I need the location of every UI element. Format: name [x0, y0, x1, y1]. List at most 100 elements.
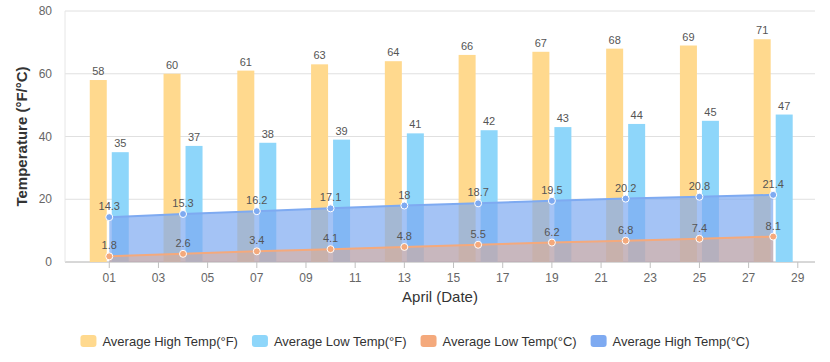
chart: 020406080010305070911131517192123252729A…	[0, 0, 830, 362]
area	[109, 195, 773, 262]
data-label: 44	[631, 109, 643, 121]
marker	[401, 202, 408, 209]
x-tick	[355, 262, 356, 268]
data-label: 16.2	[246, 194, 267, 206]
data-label: 18.7	[467, 186, 488, 198]
legend-item: Average Low Temp(°C)	[421, 334, 577, 349]
data-label: 37	[188, 131, 200, 143]
data-label: 18	[398, 189, 410, 201]
data-label: 63	[313, 49, 325, 61]
x-axis-title: April (Date)	[402, 288, 478, 305]
bar	[90, 80, 107, 262]
legend-item: Average High Temp(°C)	[591, 334, 750, 349]
data-label: 35	[114, 137, 126, 149]
data-label: 3.4	[249, 234, 264, 246]
data-label: 58	[92, 65, 104, 77]
x-tick	[158, 262, 159, 268]
x-tick-label: 09	[299, 271, 313, 285]
y-axis-title: Temperature (°F/°C)	[13, 66, 30, 206]
x-tick-label: 05	[201, 271, 215, 285]
legend: Average High Temp(°F) Average Low Temp(°F…	[80, 334, 749, 349]
marker	[180, 250, 187, 257]
x-tick	[502, 262, 503, 268]
x-tick-label: 27	[742, 271, 756, 285]
marker	[548, 239, 555, 246]
x-tick	[453, 262, 454, 268]
area	[109, 237, 773, 262]
x-tick	[207, 262, 208, 268]
marker	[622, 237, 629, 244]
marker	[106, 253, 113, 260]
x-tick-label: 19	[545, 271, 559, 285]
legend-swatch	[421, 335, 437, 347]
marker	[770, 191, 777, 198]
data-label: 20.8	[689, 180, 710, 192]
legend-item: Average High Temp(°F)	[80, 334, 238, 349]
x-tick	[601, 262, 602, 268]
data-label: 7.4	[692, 222, 707, 234]
data-label: 6.8	[618, 224, 633, 236]
legend-swatch	[80, 335, 96, 347]
data-label: 39	[335, 125, 347, 137]
data-label: 5.5	[470, 228, 485, 240]
x-tick-label: 25	[693, 271, 707, 285]
data-label: 66	[461, 40, 473, 52]
x-tick-label: 15	[447, 271, 461, 285]
x-tick	[109, 262, 110, 268]
x-tick	[551, 262, 552, 268]
grid	[65, 11, 815, 262]
data-label: 1.8	[102, 239, 117, 251]
x-tick-label: 01	[103, 271, 117, 285]
data-label: 43	[557, 112, 569, 124]
x-tick	[305, 262, 306, 268]
data-label: 19.5	[541, 184, 562, 196]
data-label: 60	[166, 59, 178, 71]
x-tick-label: 11	[349, 271, 362, 285]
legend-label: Average Low Temp(°F)	[274, 334, 407, 349]
data-labels: 5860616364666768697135373839414243444547…	[92, 24, 790, 251]
legend-label: Average High Temp(°C)	[613, 334, 750, 349]
marker	[696, 235, 703, 242]
x-tick-label: 03	[152, 271, 166, 285]
area-line	[109, 237, 773, 257]
x-tick	[404, 262, 405, 268]
marker	[180, 210, 187, 217]
data-label: 71	[756, 24, 768, 36]
data-label: 15.3	[172, 197, 193, 209]
plot-marks	[90, 39, 793, 262]
data-label: 8.1	[766, 220, 781, 232]
x-tick-label: 29	[791, 271, 805, 285]
marker	[622, 195, 629, 202]
data-label: 14.3	[99, 200, 120, 212]
data-label: 61	[240, 56, 252, 68]
y-tick-label: 40	[39, 130, 53, 144]
data-label: 41	[409, 118, 421, 130]
y-tick-label: 80	[39, 4, 53, 18]
data-label: 4.1	[323, 232, 338, 244]
marker	[327, 246, 334, 253]
y-tick-label: 60	[39, 67, 53, 81]
x-tick	[748, 262, 749, 268]
legend-label: Average High Temp(°F)	[102, 334, 238, 349]
x-tick-label: 23	[644, 271, 658, 285]
x-tick-label: 21	[594, 271, 608, 285]
marker	[770, 233, 777, 240]
x-tick	[256, 262, 257, 268]
data-label: 68	[609, 34, 621, 46]
legend-item: Average Low Temp(°F)	[252, 334, 407, 349]
data-label: 17.1	[320, 191, 341, 203]
data-label: 38	[262, 128, 274, 140]
y-tick-label: 20	[39, 192, 53, 206]
data-label: 21.4	[762, 178, 783, 190]
data-label: 2.6	[175, 237, 190, 249]
marker	[106, 214, 113, 221]
data-label: 4.8	[397, 230, 412, 242]
data-label: 42	[483, 115, 495, 127]
legend-swatch	[252, 335, 268, 347]
data-label: 45	[704, 106, 716, 118]
data-label: 67	[535, 37, 547, 49]
y-axis-line	[65, 11, 66, 262]
x-tick	[699, 262, 700, 268]
marker	[253, 248, 260, 255]
legend-label: Average Low Temp(°C)	[443, 334, 577, 349]
